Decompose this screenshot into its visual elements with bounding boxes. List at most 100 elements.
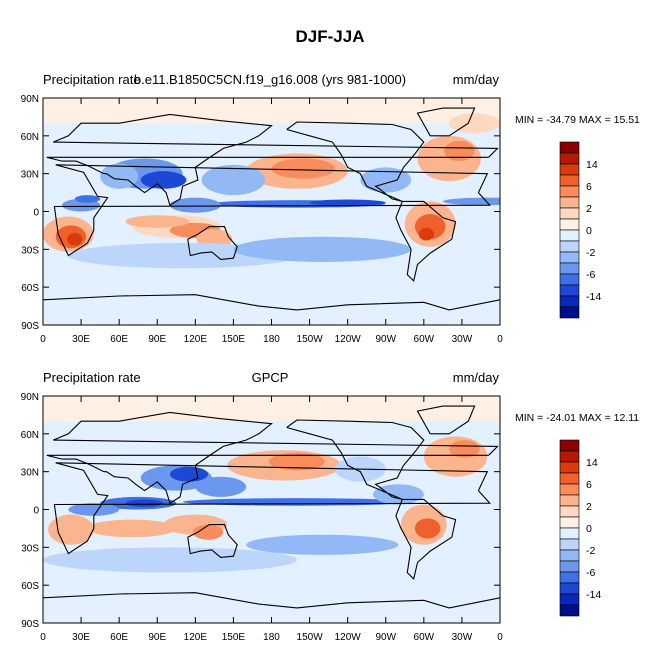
colorbar-label: -2 [586,247,595,259]
coastline [395,498,457,580]
coastline [43,592,500,609]
colorbar-swatch [559,450,580,463]
colorbar-label: 14 [586,159,598,171]
lon-tick-label: 30E [72,334,90,345]
lat-tick-label: 60S [21,581,39,592]
coastline [46,113,499,207]
lon-tick-label: 30E [72,632,90,643]
lon-tick-label: 90W [375,334,396,345]
panel-left-label: Precipitation rate [43,72,141,87]
precip-anomaly-region [74,195,101,203]
lat-tick-label: 30N [21,468,39,479]
colorbar-label: -14 [586,589,601,601]
precip-field [43,98,500,325]
colorbar: 14 6 2 0 -2 -6 -14 [559,439,601,617]
colorbar-label: 14 [586,457,598,469]
precip-anomaly-region [125,499,164,507]
colorbar-swatch [559,207,580,220]
colorbar-swatch [559,527,580,540]
lon-tick-label: 60E [110,632,128,643]
field-band [43,585,500,623]
colorbar-swatch [559,516,580,529]
precip-anomaly-region [360,167,412,193]
lon-tick-label: 180 [263,334,280,345]
colorbar-label: -6 [586,269,595,281]
lat-tick-label: 90N [21,94,39,105]
coastline [286,419,425,500]
coastlines [43,107,500,311]
lon-tick-label: 0 [40,632,46,643]
precip-anomaly-region [414,518,441,539]
colorbar-label: -6 [586,567,595,579]
precip-anomaly-region [87,519,177,538]
precip-anomaly-region [67,232,83,246]
lat-tick-label: 60S [21,283,39,294]
colorbar-swatch [559,185,580,198]
precip-anomaly-region [201,164,266,196]
lon-tick-label: 30W [452,632,473,643]
precip-anomaly-region [100,163,139,189]
precip-anomaly-region [418,227,434,241]
precip-anomaly-region [246,534,399,555]
panel-center-label: b.e11.B1850C5CN.f19_g16.008 (yrs 981-100… [134,72,406,87]
lon-tick-label: 30W [452,334,473,345]
colorbar-swatch [559,163,580,176]
colorbar-swatch [559,152,580,165]
precip-anomaly-region [195,476,247,497]
coastline [187,524,238,558]
coastline [416,405,476,435]
colorbar-swatch [559,571,580,584]
colorbar-swatch [559,295,580,308]
precip-anomaly-region [140,171,187,189]
colorbar-swatch [559,593,580,606]
figure-title: DJF-JJA [296,27,365,46]
colorbar-swatch [559,251,580,264]
coastline [286,121,425,202]
lon-tick-label: 180 [263,632,280,643]
coastline [416,107,476,137]
colorbar-swatch [559,196,580,209]
colorbar-swatch [559,262,580,275]
precip-field [43,396,500,623]
colorbar-label: -2 [586,545,595,557]
lat-tick-label: 90S [21,321,39,332]
colorbar-swatch [559,582,580,595]
colorbar-swatch [559,472,580,485]
colorbar-swatch [559,604,580,617]
lat-tick-label: 30S [21,245,39,256]
coastline [187,226,238,260]
coastline [43,294,500,311]
precip-anomaly-region [48,514,94,545]
panel-min-max: MIN = -24.01 MAX = 12.11 [515,412,639,424]
precip-anomaly-region [442,197,500,206]
lon-tick-label: 60E [110,334,128,345]
lon-tick-label: 120W [335,334,362,345]
precip-anomaly-region [125,215,189,228]
coastline [395,200,457,282]
lat-tick-label: 90N [21,392,39,403]
precip-anomaly-region [417,135,481,182]
lon-tick-label: 120W [335,632,362,643]
precip-anomaly-region [169,466,209,482]
colorbar-swatch [559,306,580,319]
lon-tick-label: 60W [414,334,435,345]
map-panel-model: Precipitation rate b.e11.B1850C5CN.f19_g… [21,72,640,345]
colorbar-swatch [559,505,580,518]
lat-tick-label: 0 [33,506,39,517]
panel-units-label: mm/day [453,72,500,87]
lon-tick-label: 150W [297,632,324,643]
lat-tick-label: 90S [21,619,39,630]
lat-tick-label: 30S [21,543,39,554]
lon-tick-label: 120E [184,632,208,643]
colorbar-label: 6 [586,479,592,491]
coastline [53,164,492,257]
lon-tick-label: 90E [148,632,166,643]
lon-tick-label: 0 [497,632,503,643]
colorbar-swatch [559,560,580,573]
precip-anomaly-region [309,199,386,206]
coastline [46,411,499,505]
colorbar-label: 6 [586,181,592,193]
precip-anomaly-region [268,452,325,471]
lat-tick-label: 60N [21,430,39,441]
colorbar-swatch [559,273,580,286]
